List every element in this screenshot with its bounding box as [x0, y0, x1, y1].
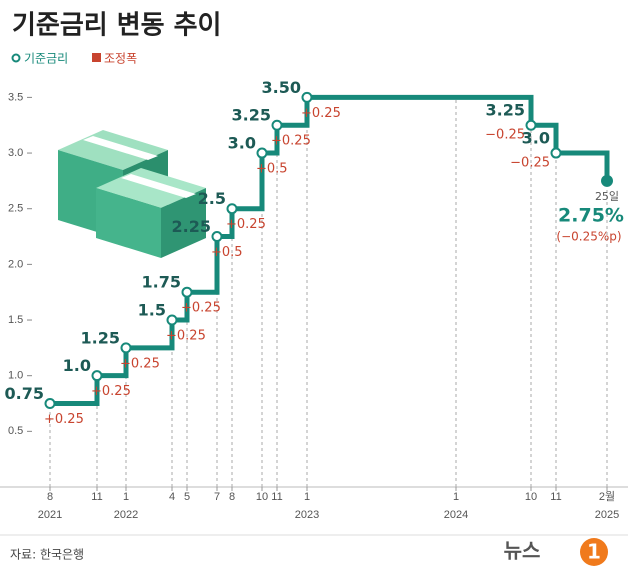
value-label: 1.5: [138, 301, 166, 320]
x-tick-label: 7: [214, 491, 220, 503]
change-label: +0.5: [256, 162, 288, 177]
legend-marker: [92, 53, 101, 62]
value-label: 2.75%: [558, 204, 624, 226]
value-label: 2.5: [198, 189, 226, 208]
y-tick-label: 2.0: [8, 258, 23, 270]
x-tick-label: 8: [229, 491, 235, 503]
value-label: 3.0: [228, 134, 256, 153]
x-year-label: 2025: [595, 509, 619, 521]
change-label: (−0.25%p): [556, 229, 621, 243]
change-label: +0.25: [271, 134, 311, 149]
change-label: −0.25: [485, 128, 525, 143]
x-tick-label: 11: [271, 491, 282, 503]
x-year-label: 2021: [38, 509, 62, 521]
change-label: +0.25: [301, 106, 341, 121]
value-label: 3.50: [262, 78, 301, 97]
legend-label: 조정폭: [104, 52, 137, 66]
x-tick-label: 8: [47, 491, 53, 503]
point: [120, 342, 132, 354]
point: [211, 231, 223, 243]
legend-label: 기준금리: [24, 52, 68, 66]
change-label: −0.25: [510, 156, 550, 171]
point: [601, 174, 613, 187]
point: [166, 314, 178, 326]
point: [550, 147, 562, 159]
value-label: 1.25: [81, 328, 120, 347]
chart-title: 기준금리 변동 추이: [12, 11, 221, 41]
y-tick-label: 3.0: [8, 147, 23, 159]
x-tick-label: 1: [123, 491, 129, 503]
logo-badge-bg: [580, 538, 608, 566]
value-label: 3.25: [486, 101, 525, 120]
last-point-note: 25일: [595, 189, 619, 203]
point: [256, 147, 268, 159]
point: [271, 119, 283, 131]
source: 자료: 한국은행: [10, 547, 84, 562]
point: [301, 91, 313, 103]
x-tick-label: 11: [550, 491, 561, 503]
x-tick-label: 4: [169, 491, 175, 503]
x-tick-label: 10: [525, 491, 537, 503]
x-tick-label: 1: [304, 491, 310, 503]
x-year-label: 2023: [295, 509, 319, 521]
x-tick-label: 11: [91, 491, 102, 503]
x-year-label: 2024: [444, 509, 468, 521]
y-tick-label: 0.5: [8, 425, 23, 437]
change-label: +0.25: [91, 384, 131, 399]
change-label: +0.25: [181, 301, 221, 316]
change-label: +0.25: [44, 412, 84, 427]
change-label: +0.25: [120, 356, 160, 371]
point: [44, 398, 56, 410]
change-label: +0.25: [226, 217, 266, 232]
value-label: 3.0: [522, 129, 550, 148]
point: [525, 119, 537, 131]
x-tick-label: 2월: [599, 490, 615, 503]
logo: 뉴스 1: [504, 538, 608, 566]
point: [226, 203, 238, 215]
change-label: +0.25: [166, 329, 206, 344]
legend-marker: [11, 53, 21, 63]
x-tick-label: 1: [453, 491, 459, 503]
y-tick-label: 2.5: [8, 203, 23, 215]
value-label: 0.75: [5, 384, 44, 403]
value-label: 1.75: [142, 273, 181, 292]
change-label: +0.5: [211, 245, 243, 260]
y-tick-label: 1.0: [8, 370, 23, 382]
money-illustration: [58, 130, 206, 258]
x-tick-label: 10: [256, 491, 268, 503]
value-label: 1.0: [63, 356, 91, 375]
logo-text: 뉴스: [504, 539, 541, 563]
x-tick-label: 5: [184, 491, 190, 503]
x-year-label: 2022: [114, 509, 138, 521]
logo-badge: 1: [587, 540, 601, 564]
y-tick-label: 3.5: [8, 91, 23, 103]
point: [181, 286, 193, 298]
value-label: 2.25: [172, 217, 211, 236]
value-label: 3.25: [232, 106, 271, 125]
y-tick-label: 1.5: [8, 314, 23, 326]
point: [91, 370, 103, 382]
